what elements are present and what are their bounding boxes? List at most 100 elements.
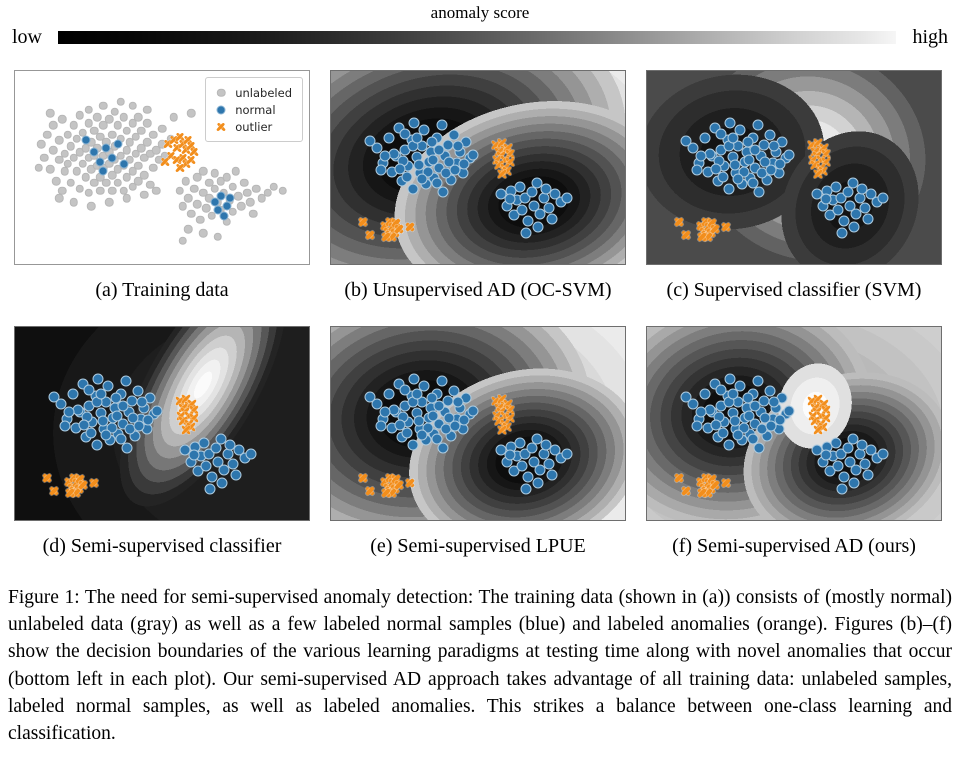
scatter-point [110,107,120,116]
scatter-point [431,177,443,189]
scatter-point [680,135,692,147]
scatter-point [729,159,741,171]
scatter-point [90,126,99,136]
scatter-point [84,118,93,128]
scatter-point [747,433,759,445]
scatter-point [278,186,287,195]
scatter-point [774,414,786,426]
scatter-point [418,124,430,136]
panel-e-caption: (e) Semi-supervised LPUE [370,535,586,557]
scatter-point [104,115,114,124]
scatter-point [198,188,208,197]
scatter-point [69,153,79,163]
scatter-point [467,405,479,417]
outlier-marker [362,228,376,242]
colorbar: anomaly score low high [0,0,960,48]
outlier-marker [46,484,60,498]
panel-b-plot [330,70,626,265]
scatter-point [709,378,721,390]
scatter-point [201,203,211,213]
scatter-point [204,178,214,188]
scatter-point [774,158,786,170]
scatter-point [715,128,727,140]
scatter-point [113,120,123,130]
scatter-point [198,228,208,238]
scatter-point [119,113,129,122]
scatter-point [753,442,765,454]
scatter-point [877,448,889,460]
figure-panel-c: (c) Supervised classifier (SVM) [646,70,942,302]
scatter-point [55,398,67,410]
scatter-point [743,154,755,166]
scatter-point [765,420,777,432]
scatter-point [764,385,776,397]
scatter-point [107,186,117,195]
scatter-point [458,158,470,170]
legend-label: outlier [235,119,273,134]
scatter-point [90,178,99,188]
scatter-point [219,211,229,221]
scatter-point [263,188,273,197]
scatter-point [48,120,58,130]
scatter-point [699,132,711,144]
scatter-point [245,197,255,207]
scatter-point [148,130,158,139]
scatter-point [422,422,434,434]
scatter-point [96,132,105,141]
scatter-point [452,396,464,408]
scatter-point [81,135,91,145]
outlier-marker [403,220,417,234]
scatter-point [66,178,76,188]
colorbar-high-label: high [912,26,948,48]
scatter-point [848,221,860,233]
scatter-point [847,177,859,189]
panel-b-caption: (b) Unsupervised AD (OC-SVM) [344,279,612,301]
scatter-point [107,153,117,163]
scatter-point [383,132,395,144]
scatter-point [231,167,240,176]
scatter-point [467,149,479,161]
scatter-point [151,145,161,155]
scatter-point [695,406,707,418]
scatter-point [187,209,196,219]
scatter-point [203,448,215,460]
scatter-point [122,172,131,182]
scatter-point [516,460,528,472]
scatter-point [383,388,395,400]
cross-icon [215,121,227,133]
scatter-point [216,88,226,97]
scatter-point [213,205,223,215]
scatter-point [113,178,123,188]
scatter-point [113,139,123,149]
scatter-point [218,464,230,476]
colorbar-title: anomaly score [430,3,530,22]
scatter-point [83,384,95,396]
scatter-point [408,117,420,129]
scatter-point [140,190,149,199]
scatter-point [865,188,877,200]
scatter-point [213,232,223,242]
scatter-point [245,448,257,460]
scatter-point [178,201,187,211]
scatter-point [522,471,534,483]
scatter-point [111,410,123,422]
scatter-point [738,166,750,178]
scatter-point [856,439,868,451]
scatter-point [59,420,71,432]
scatter-point [134,176,143,186]
scatter-point [106,422,118,434]
scatter-point [137,126,146,136]
scatter-point [169,113,178,122]
scatter-point [691,420,703,432]
outlier-marker [356,215,370,229]
scatter-point [768,140,780,152]
scatter-point [371,142,383,154]
scatter-point [269,182,278,192]
scatter-point [436,375,448,387]
scatter-point [136,396,148,408]
scatter-point [72,167,81,176]
scatter-point [69,120,79,130]
scatter-point [422,166,434,178]
scatter-point [844,456,856,468]
scatter-point [734,124,746,136]
